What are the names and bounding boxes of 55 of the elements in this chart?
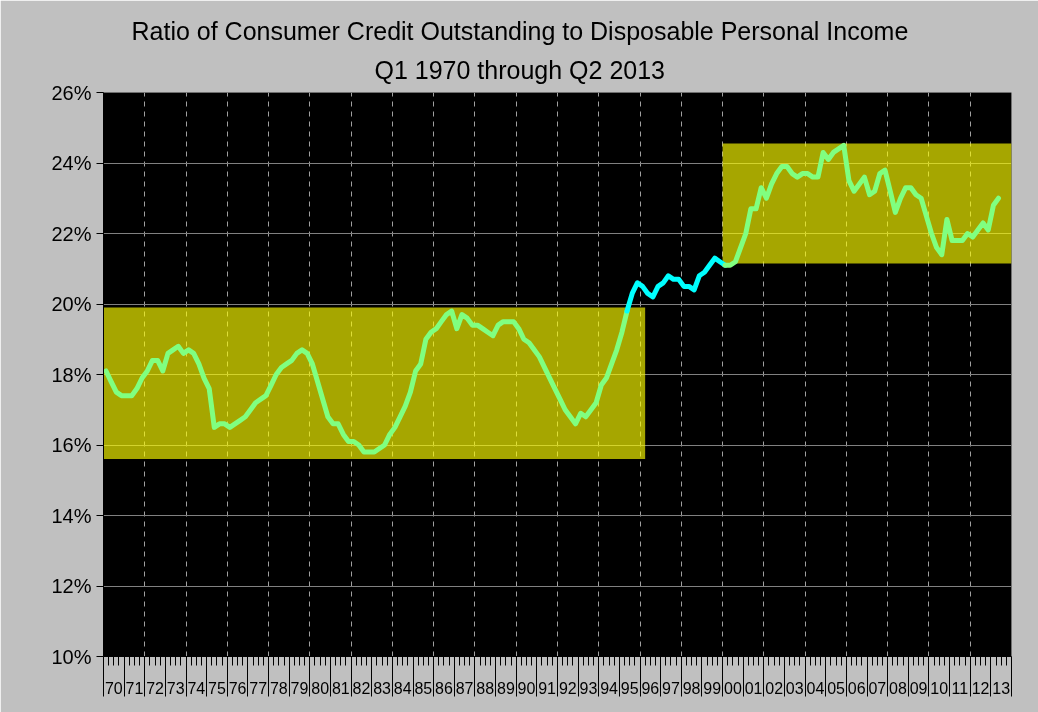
y-tick-label: 16% [51, 434, 92, 456]
x-tick-label: 77 [249, 679, 268, 697]
x-tick-label: 82 [352, 679, 371, 697]
x-tick-label: 99 [703, 679, 722, 697]
x-tick-label: 91 [538, 679, 557, 697]
x-tick-label: 94 [600, 679, 619, 697]
x-tick-label: 72 [146, 679, 165, 697]
x-tick-label: 07 [868, 679, 887, 697]
x-tick-label: 80 [311, 679, 330, 697]
x-tick-label: 84 [393, 679, 412, 697]
x-tick-label: 09 [909, 679, 928, 697]
y-tick-label: 20% [51, 293, 92, 315]
y-tick-label: 18% [51, 363, 92, 386]
x-tick-label: 85 [414, 679, 433, 697]
x-tick-label: 93 [579, 679, 598, 697]
y-tick-label: 26% [51, 81, 92, 104]
y-tick-label: 12% [51, 575, 92, 597]
y-tick-label: 22% [51, 222, 92, 245]
y-tick-label: 24% [51, 152, 92, 174]
x-tick-label: 02 [765, 679, 784, 697]
x-tick-label: 83 [373, 679, 392, 697]
x-tick-label: 00 [724, 679, 742, 697]
x-tick-label: 71 [125, 679, 144, 697]
x-tick-label: 04 [806, 679, 825, 697]
y-tick-label: 10% [51, 645, 92, 668]
x-tick-label: 05 [827, 679, 846, 697]
x-tick-label: 08 [889, 679, 907, 697]
x-tick-label: 88 [476, 679, 495, 697]
x-tick-label: 87 [455, 679, 474, 697]
x-tick-label: 74 [187, 679, 206, 697]
x-tick-label: 90 [517, 679, 536, 697]
x-tick-label: 75 [208, 679, 226, 697]
x-tick-label: 78 [269, 679, 288, 697]
chart-subtitle: Q1 1970 through Q2 2013 [374, 55, 666, 84]
x-tick-label: 79 [290, 679, 309, 697]
x-tick-label: 97 [662, 679, 680, 697]
x-tick-label: 92 [558, 679, 577, 697]
x-tick-label: 12 [971, 679, 990, 697]
chart-title: Ratio of Consumer Credit Outstanding to Disposable Personal Income [131, 16, 909, 45]
x-tick-label: 81 [331, 679, 350, 697]
x-tick-label: 10 [930, 679, 949, 697]
x-tick-label: 86 [435, 679, 453, 697]
x-tick-label: 70 [104, 679, 123, 697]
x-tick-label: 13 [992, 679, 1011, 697]
x-tick-label: 89 [496, 679, 515, 697]
x-tick-label: 11 [951, 679, 969, 697]
x-tick-label: 73 [166, 679, 185, 697]
x-tick-label: 96 [641, 679, 660, 697]
x-tick-label: 01 [744, 679, 763, 697]
x-tick-label: 03 [785, 679, 804, 697]
x-tick-label: 06 [847, 679, 866, 697]
x-tick-label: 95 [620, 679, 639, 697]
y-tick-label: 14% [51, 504, 92, 527]
x-tick-label: 98 [682, 679, 701, 697]
x-tick-label: 76 [228, 679, 247, 697]
